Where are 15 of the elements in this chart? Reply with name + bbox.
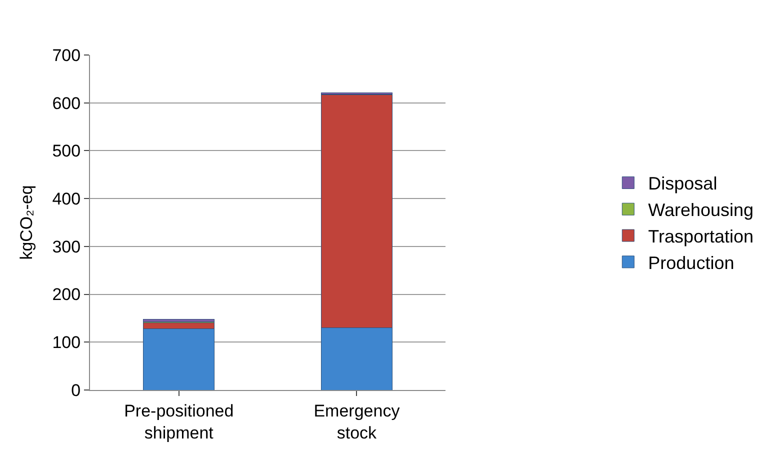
y-axis-title: kgCO₂-eq [16,185,36,260]
y-tick-label: 100 [52,333,81,352]
legend-label: Disposal [648,174,718,194]
y-tick-label: 700 [52,46,81,65]
legend-label: Warehousing [648,200,754,220]
y-tick-label: 600 [52,94,81,113]
y-tick-label: 200 [52,285,81,304]
y-tick-label: 500 [52,142,81,161]
x-tick-label: Emergency stock [314,401,400,442]
y-tick-label: 300 [52,237,81,256]
x-tick-label: Pre-positioned shipment [124,401,234,442]
legend-label: Trasportation [648,226,754,247]
legend-label: Production [648,252,734,273]
y-tick-label: 400 [52,190,81,209]
y-tick-label: 0 [71,380,81,400]
